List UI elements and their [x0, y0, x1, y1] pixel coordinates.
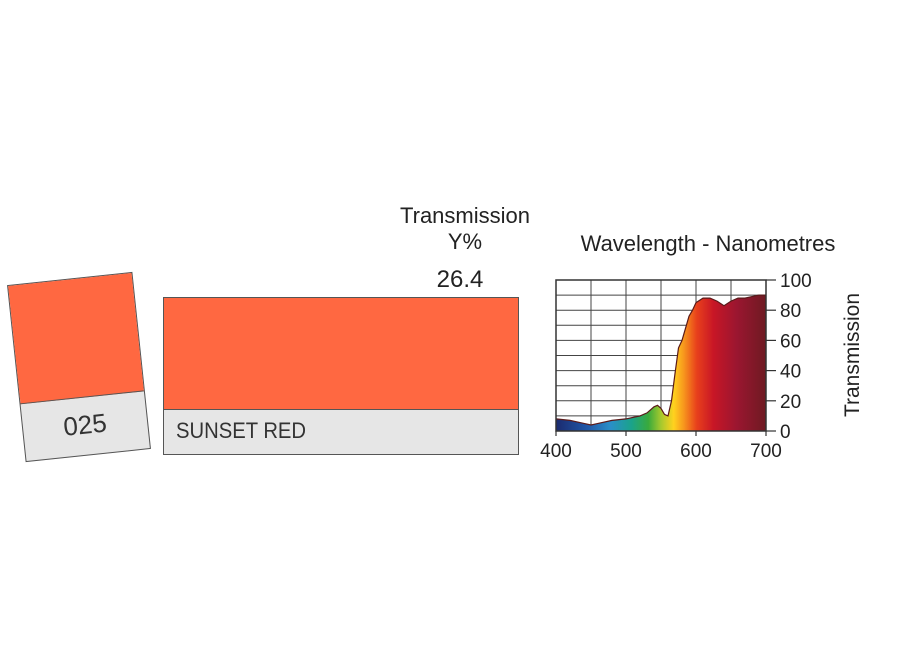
- transmission-heading-line1: Transmission: [400, 203, 530, 228]
- x-axis-ticks: 400 500 600 700: [540, 431, 782, 462]
- transmission-heading-line2: Y%: [447, 229, 483, 254]
- series-transmission-line: [555, 294, 766, 426]
- y-tick-label: 60: [780, 331, 801, 352]
- y-tick-label: 40: [780, 362, 801, 383]
- transmission-value: 26.4: [436, 266, 484, 293]
- x-tick-label: 500: [610, 441, 642, 462]
- x-tick-label: 600: [680, 441, 712, 462]
- filter-name: SUNSET RED: [175, 418, 307, 443]
- filter-color-bar: SUNSET RED: [163, 297, 519, 455]
- y-axis-ticks: 0 20 40 60 80 100: [766, 271, 812, 443]
- series-transmission-area: [556, 295, 766, 431]
- y-tick-label: 100: [780, 271, 812, 292]
- chart-title: Wavelength - Nanometres: [581, 231, 836, 256]
- x-tick-label: 400: [540, 441, 572, 462]
- y-tick-label: 80: [780, 301, 801, 322]
- plot-frame: [555, 279, 767, 432]
- y-axis-label: Transmission: [841, 293, 864, 417]
- x-tick-label: 700: [750, 441, 782, 462]
- y-tick-label: 0: [780, 422, 791, 443]
- transmission-heading: Transmission Y%: [385, 203, 545, 255]
- y-tick-label: 20: [780, 392, 801, 413]
- bar-color: [164, 298, 518, 410]
